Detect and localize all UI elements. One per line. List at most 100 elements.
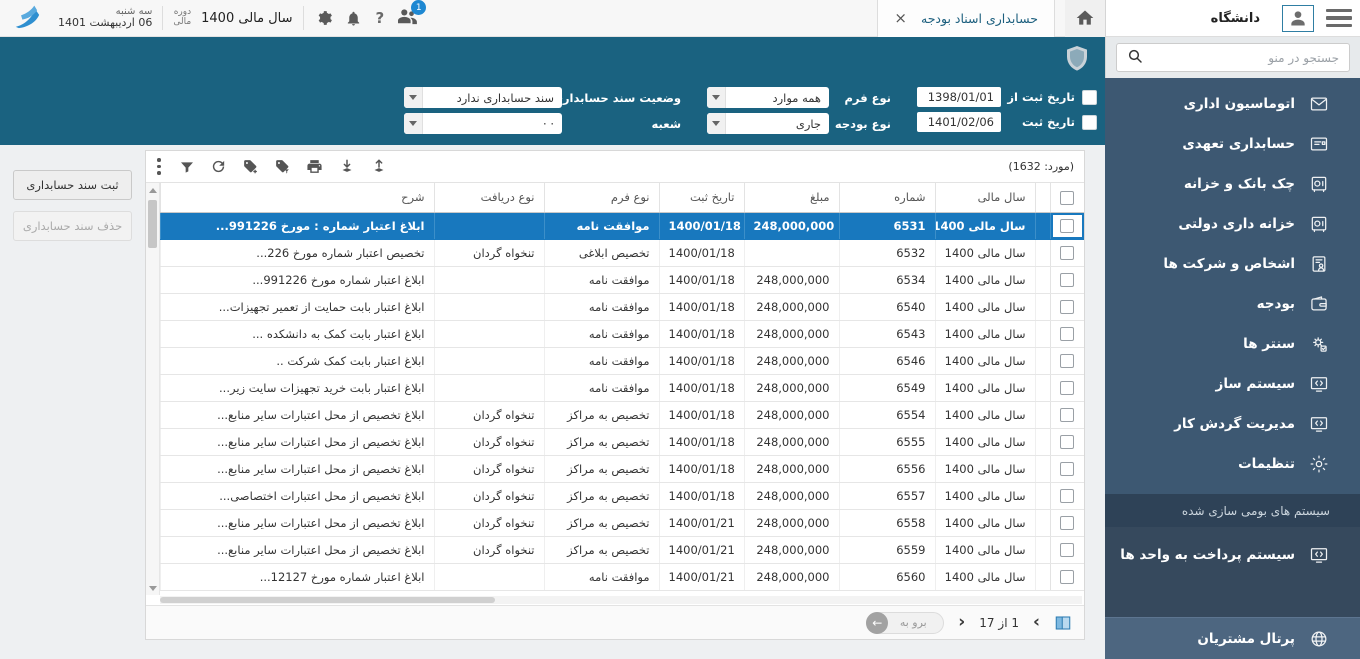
sidebar-item-8[interactable]: مدیریت گردش کار [1105, 404, 1360, 444]
tag-filter-icon[interactable] [274, 158, 292, 176]
column-header[interactable]: مبلغ [743, 183, 839, 213]
date-to-input[interactable]: 1401/02/06 [917, 112, 1001, 132]
column-header[interactable]: شماره [838, 183, 935, 213]
sidebar-section-item-0[interactable]: سیستم پرداخت به واحد ها [1105, 533, 1360, 577]
table-row[interactable]: سال مالی 1400 6557 248,000,000 1400/01/18 تخ… [160, 482, 1084, 510]
cell-receipt [433, 212, 544, 240]
select-all-checkbox[interactable] [1060, 190, 1075, 205]
table-row[interactable]: سال مالی 1400 6546 248,000,000 1400/01/18 مو… [160, 347, 1084, 375]
doc-status-select[interactable]: سند حسابداری ندارد [404, 87, 562, 108]
scroll-down-arrow-icon[interactable] [146, 581, 160, 595]
online-users-icon[interactable]: 1 [396, 0, 427, 29]
cell-form: تخصیص به مراکز [543, 428, 659, 456]
sidebar-item-2[interactable]: چک بانک و خزانه [1105, 164, 1360, 204]
monitor-code-icon [1308, 413, 1330, 435]
table-row[interactable]: سال مالی 1400 6531 248,000,000 1400/01/18 مو… [160, 212, 1084, 240]
row-checkbox[interactable] [1060, 488, 1075, 503]
cell-desc: تخصیص اعتبار شماره مورخ 226... [160, 239, 434, 267]
cell-year: سال مالی 1400 [934, 509, 1035, 537]
sidebar-item-1[interactable]: حسابداری تعهدی [1105, 124, 1360, 164]
help-icon[interactable]: ? [375, 9, 385, 27]
table-row[interactable]: سال مالی 1400 6560 248,000,000 1400/01/21 مو… [160, 563, 1084, 591]
next-page-chevron[interactable]: › [1032, 612, 1040, 632]
sidebar-item-customer-portal[interactable]: پرتال مشتریان [1105, 617, 1360, 659]
tag-add-icon[interactable] [242, 158, 260, 176]
table-row[interactable]: سال مالی 1400 6532 1400/01/18 تخصیص ابلاغی ت… [160, 239, 1084, 267]
sidebar-item-0[interactable]: اتوماسیون اداری [1105, 84, 1360, 124]
tab-budget-documents-accounting[interactable]: حسابداری اسناد بودجه × [877, 0, 1055, 37]
row-checkbox[interactable] [1060, 272, 1075, 287]
sidebar-item-6[interactable]: سنتر ها [1105, 324, 1360, 364]
goto-page-input[interactable]: برو به ← [866, 611, 945, 634]
cell-number: 6557 [838, 482, 935, 510]
table-row[interactable]: سال مالی 1400 6534 248,000,000 1400/01/18 مو… [160, 266, 1084, 294]
row-checkbox[interactable] [1060, 353, 1075, 368]
row-checkbox[interactable] [1060, 218, 1075, 233]
filter-funnel-icon[interactable] [178, 158, 196, 176]
vertical-scroll-thumb[interactable] [148, 200, 157, 248]
row-checkbox[interactable] [1060, 407, 1075, 422]
sidebar-item-9[interactable]: تنظیمات [1105, 444, 1360, 484]
horizontal-scrollbar[interactable] [160, 596, 1082, 604]
date-from-input[interactable]: 1398/01/01 [917, 87, 1001, 107]
table-row[interactable]: سال مالی 1400 6556 248,000,000 1400/01/18 تخ… [160, 455, 1084, 483]
form-type-select[interactable]: همه موارد [707, 87, 829, 108]
column-header[interactable]: نوع دریافت [433, 183, 544, 213]
delete-accounting-doc-button[interactable]: حذف سند حسابداری [13, 211, 132, 241]
table-row[interactable]: سال مالی 1400 6540 248,000,000 1400/01/18 مو… [160, 293, 1084, 321]
table-row[interactable]: سال مالی 1400 6554 248,000,000 1400/01/18 تخ… [160, 401, 1084, 429]
register-accounting-doc-button[interactable]: ثبت سند حسابداری [13, 170, 132, 200]
sidebar-item-5[interactable]: بودجه [1105, 284, 1360, 324]
search-input[interactable]: جستجو در منو [1116, 43, 1350, 72]
sidebar-item-4[interactable]: اشخاص و شرکت ها [1105, 244, 1360, 284]
column-header[interactable]: تاریخ ثبت [658, 183, 744, 213]
table-row[interactable]: سال مالی 1400 6549 248,000,000 1400/01/18 مو… [160, 374, 1084, 402]
tab-close-icon[interactable]: × [894, 8, 907, 27]
more-options-icon[interactable] [154, 156, 164, 177]
hamburger-menu-icon[interactable] [1326, 9, 1352, 27]
row-checkbox[interactable] [1060, 380, 1075, 395]
table-row[interactable]: سال مالی 1400 6543 248,000,000 1400/01/18 مو… [160, 320, 1084, 348]
cell-number: 6554 [838, 401, 935, 429]
branch-select[interactable]: · · [404, 113, 562, 134]
sidebar-item-7[interactable]: سیستم ساز [1105, 364, 1360, 404]
export-icon[interactable] [370, 158, 388, 176]
row-checkbox[interactable] [1060, 569, 1075, 584]
row-checkbox[interactable] [1060, 515, 1075, 530]
envelope-icon [1308, 93, 1330, 115]
row-c-cb [1049, 293, 1084, 321]
import-icon[interactable] [338, 158, 356, 176]
settings-gear-icon[interactable] [314, 8, 334, 28]
cell-desc: ابلاغ اعتبار شماره مورخ 991226... [160, 266, 434, 294]
horizontal-scroll-thumb[interactable] [160, 597, 495, 603]
row-checkbox[interactable] [1060, 326, 1075, 341]
prev-page-chevron[interactable]: ‹ [958, 612, 966, 632]
date-to-checkbox[interactable] [1082, 114, 1097, 130]
date-from-checkbox[interactable] [1082, 89, 1097, 105]
table-row[interactable]: سال مالی 1400 6555 248,000,000 1400/01/18 تخ… [160, 428, 1084, 456]
notifications-bell-icon[interactable] [344, 8, 364, 28]
column-header[interactable]: نوع فرم [543, 183, 659, 213]
goto-page-button[interactable]: ← [866, 611, 889, 634]
row-checkbox[interactable] [1060, 299, 1075, 314]
row-checkbox[interactable] [1060, 461, 1075, 476]
column-header[interactable]: سال مالی [934, 183, 1035, 213]
vertical-scrollbar[interactable] [146, 183, 160, 595]
cell-year: سال مالی 1400 [934, 482, 1035, 510]
scroll-up-arrow-icon[interactable] [146, 183, 160, 197]
avatar[interactable] [1282, 4, 1314, 32]
org-name: دانشگاه [1210, 10, 1260, 26]
home-button[interactable] [1065, 0, 1105, 37]
fiscal-year-value[interactable]: سال مالی 1400 [201, 10, 293, 26]
table-row[interactable]: سال مالی 1400 6559 248,000,000 1400/01/21 تخ… [160, 536, 1084, 564]
page-layout-icon[interactable] [1054, 614, 1072, 632]
sidebar-item-3[interactable]: خزانه داری دولتی [1105, 204, 1360, 244]
row-checkbox[interactable] [1060, 434, 1075, 449]
budget-type-select[interactable]: جاری [707, 113, 829, 134]
row-checkbox[interactable] [1060, 245, 1075, 260]
print-icon[interactable] [306, 158, 324, 176]
column-header[interactable]: شرح [160, 183, 434, 213]
table-row[interactable]: سال مالی 1400 6558 248,000,000 1400/01/21 تخ… [160, 509, 1084, 537]
refresh-icon[interactable] [210, 158, 228, 176]
row-checkbox[interactable] [1060, 542, 1075, 557]
